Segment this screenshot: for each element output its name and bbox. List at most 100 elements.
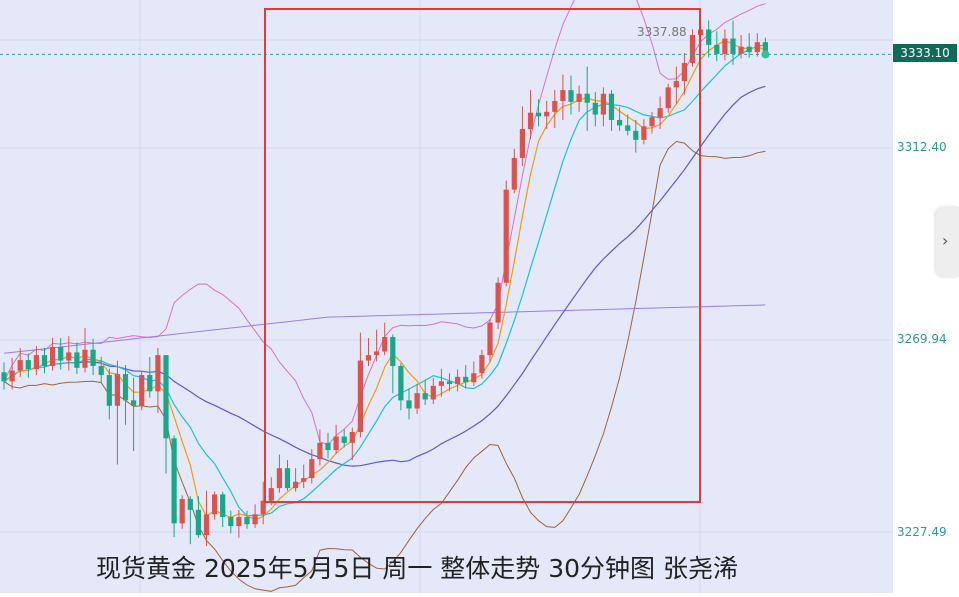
candle-body	[471, 373, 477, 383]
candle-body	[390, 337, 396, 366]
candle-body	[325, 442, 331, 451]
candle-body	[163, 355, 169, 439]
candle-body	[155, 355, 161, 392]
candle-body	[122, 374, 129, 401]
candle-body	[503, 189, 509, 283]
candle-body	[527, 112, 534, 130]
candle-body	[600, 93, 606, 115]
candle-body	[293, 481, 299, 489]
candle-body	[689, 34, 696, 63]
moving-average-5-line	[3, 39, 766, 521]
candle-body	[260, 500, 266, 515]
candle-body	[568, 90, 574, 102]
candle-body	[244, 517, 250, 525]
candle-body	[284, 468, 291, 489]
last-price-marker	[761, 50, 770, 59]
candle-body	[187, 498, 193, 510]
candle-body	[220, 494, 226, 518]
candle-body	[414, 393, 420, 409]
y-tick-label: 3312.40	[897, 140, 947, 154]
candle-body	[179, 498, 185, 524]
candle-body	[236, 517, 242, 527]
candle-body	[114, 374, 120, 406]
candle-body	[398, 365, 404, 401]
bollinger-lower-line	[3, 140, 766, 592]
candle-body	[495, 282, 501, 323]
candle-body	[341, 436, 347, 443]
candle-body	[98, 365, 104, 376]
candle-body	[139, 375, 145, 406]
candle-body	[665, 87, 671, 109]
candle-body	[374, 351, 380, 356]
chevron-right-icon: ›	[942, 231, 949, 250]
candle-body	[301, 478, 307, 482]
candle-body	[657, 108, 663, 118]
candle-body	[50, 346, 56, 366]
candle-body	[511, 157, 517, 190]
candle-body	[633, 130, 639, 140]
candle-body	[252, 514, 258, 525]
moving-average-30-line	[3, 85, 766, 467]
candle-body	[1, 372, 7, 382]
candle-body	[714, 44, 720, 54]
candle-body	[74, 352, 80, 368]
candle-body	[673, 81, 679, 88]
candle-body	[446, 381, 453, 385]
candle-body	[33, 355, 39, 370]
candle-body	[608, 93, 615, 120]
candle-body	[536, 112, 542, 117]
chart-plot-area[interactable]	[0, 0, 893, 593]
candle-body	[268, 488, 274, 501]
high-price-annotation: 3337.88	[637, 25, 687, 39]
candle-body	[357, 360, 363, 433]
candle-body	[617, 119, 623, 126]
highlight-box	[264, 8, 701, 503]
candle-body	[58, 346, 64, 361]
candle-body	[519, 129, 525, 158]
candle-body	[730, 38, 736, 54]
candle-body	[430, 385, 436, 400]
candle-body	[66, 352, 72, 361]
candle-body	[706, 29, 712, 45]
candle-body	[552, 100, 558, 112]
candlestick-chart	[0, 0, 893, 593]
candle-body	[82, 349, 88, 368]
candle-body	[438, 381, 444, 386]
candle-body	[681, 62, 687, 82]
candle-body	[746, 46, 752, 53]
candle-body	[625, 125, 631, 131]
moving-average-slow-line	[3, 304, 766, 354]
candle-body	[365, 355, 372, 361]
candle-body	[479, 355, 485, 374]
candle-body	[576, 93, 582, 102]
candle-body	[317, 442, 323, 460]
candle-body	[762, 42, 768, 55]
candle-body	[455, 376, 461, 385]
candle-body	[544, 111, 550, 117]
last-price-badge: 3333.10	[893, 44, 957, 62]
candle-body	[560, 90, 566, 101]
candle-body	[406, 400, 412, 409]
price-axis	[893, 0, 959, 593]
candle-body	[641, 126, 647, 140]
candle-body	[25, 360, 31, 370]
candle-body	[195, 509, 201, 536]
expand-panel-handle[interactable]: ›	[936, 207, 959, 277]
moving-average-10-line	[3, 44, 766, 517]
candle-body	[584, 93, 590, 103]
y-tick-label: 3227.49	[897, 525, 947, 539]
candle-body	[131, 400, 137, 406]
candle-body	[422, 393, 428, 400]
candle-body	[106, 375, 112, 406]
candle-body	[17, 360, 23, 371]
candle-body	[754, 42, 760, 53]
candle-body	[212, 494, 218, 515]
candle-body	[463, 376, 469, 383]
candle-body	[309, 459, 315, 479]
candle-body	[9, 370, 15, 382]
candle-body	[349, 432, 355, 443]
candle-body	[738, 46, 744, 54]
candle-body	[487, 322, 493, 356]
candle-body	[592, 102, 598, 115]
candle-body	[333, 436, 339, 451]
